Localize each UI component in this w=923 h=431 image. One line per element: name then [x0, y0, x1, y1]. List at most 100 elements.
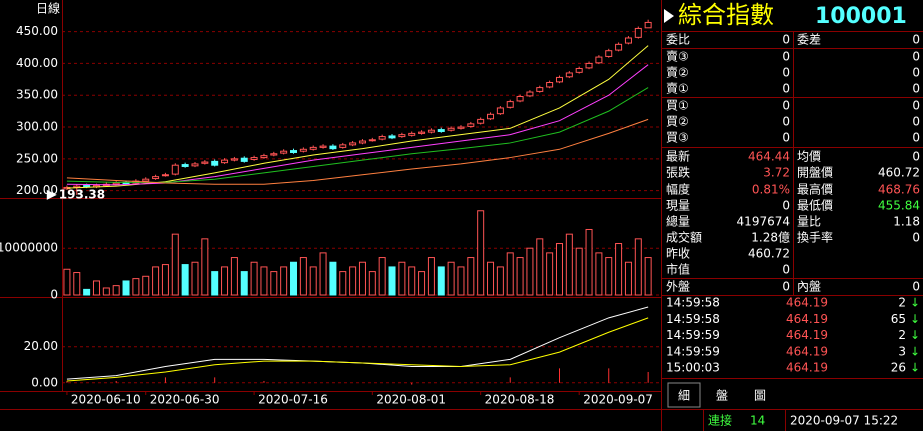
- tick-volume: 2: [898, 328, 906, 342]
- candle-body: [457, 126, 465, 129]
- tick-volume: 3: [898, 344, 906, 358]
- volume-bar: [161, 264, 169, 296]
- tick-direction: ↓: [910, 312, 920, 326]
- candle-body: [496, 107, 504, 115]
- tick-direction: ↓: [910, 344, 920, 358]
- volume-bar: [644, 257, 652, 296]
- volume-bar: [270, 271, 278, 296]
- y-tick-label: 300.00: [16, 120, 58, 134]
- quote-label: 買①: [666, 99, 689, 113]
- volume-bar: [437, 266, 445, 296]
- candle-body: [506, 101, 514, 108]
- panel-label: 日線: [36, 1, 60, 16]
- volume-bar: [299, 257, 307, 296]
- volume-bar: [398, 261, 406, 296]
- quote-value: 0.81%: [752, 183, 790, 197]
- candle-body: [230, 158, 238, 161]
- volume-bar: [418, 271, 426, 296]
- candle-body: [526, 91, 534, 97]
- quote-title: 綜合指數: [678, 1, 774, 29]
- quote-label: 賣①: [666, 81, 689, 96]
- volume-bar: [555, 243, 563, 296]
- candle-body: [368, 139, 376, 142]
- quote-code: 100001: [815, 4, 907, 29]
- quote-value: 0: [782, 131, 790, 145]
- tick-volume: 65: [891, 312, 906, 326]
- volume-bar: [122, 280, 130, 296]
- quote-value: 3.72: [763, 166, 790, 180]
- volume-bar: [388, 266, 396, 296]
- candle-body: [447, 127, 455, 131]
- quote-label: 市值: [666, 262, 690, 277]
- quote-label: 總量: [666, 214, 690, 229]
- title-arrow: [664, 9, 674, 23]
- candle-body: [211, 160, 219, 166]
- tab[interactable]: 圖: [754, 389, 766, 403]
- candle-body: [585, 62, 593, 69]
- quote-value: 0: [912, 131, 920, 145]
- y-tick-label: 350.00: [16, 88, 58, 102]
- candle-body: [487, 113, 495, 120]
- quote-value: 0: [782, 199, 790, 213]
- quote-value: 0: [782, 280, 790, 294]
- volume-bar: [201, 238, 209, 296]
- volume-bar: [280, 266, 288, 296]
- volume-bar: [378, 257, 386, 296]
- volume-bar: [349, 266, 357, 296]
- quote-label: 買②: [666, 115, 689, 129]
- tab[interactable]: 細: [678, 389, 690, 403]
- volume-bar: [546, 252, 554, 296]
- volume-bar: [487, 261, 495, 296]
- quote-value: 464.44: [748, 150, 790, 164]
- quote-label: 開盤價: [797, 166, 833, 180]
- tick-direction: ↓: [910, 328, 920, 342]
- quote-label: 委比: [666, 33, 690, 47]
- quote-value: 0: [782, 82, 790, 96]
- x-tick-label: 2020-08-01: [376, 393, 446, 407]
- volume-bar: [506, 252, 514, 296]
- volume-bar: [595, 252, 603, 296]
- volume-bar: [260, 266, 268, 296]
- volume-bar: [240, 271, 248, 296]
- candle-body: [83, 185, 91, 188]
- volume-bar: [132, 278, 140, 296]
- candle-body: [516, 96, 524, 102]
- volume-bar: [181, 264, 189, 296]
- status-count: 14: [750, 414, 765, 428]
- y-tick-label: 400.00: [16, 56, 58, 70]
- quote-value: 460.72: [878, 166, 920, 180]
- volume-bar: [408, 266, 416, 296]
- volume-bar: [526, 247, 534, 296]
- volume-bar: [358, 261, 366, 296]
- candle-body: [349, 142, 357, 146]
- volume-bar: [477, 210, 485, 296]
- candle-body: [329, 145, 337, 150]
- quote-value: 0: [912, 33, 920, 47]
- quote-value: 455.84: [878, 199, 920, 213]
- candle-body: [546, 82, 554, 88]
- tab[interactable]: 盤: [716, 389, 728, 403]
- candle-body: [290, 150, 298, 153]
- x-tick-label: 2020-06-10: [71, 393, 141, 407]
- quote-label: 最高價: [797, 182, 833, 197]
- quote-value: 1.28億: [751, 231, 790, 245]
- y-tick-label: 10000000: [0, 241, 58, 255]
- candle-body: [201, 161, 209, 164]
- volume-bar: [191, 261, 199, 296]
- quote-value: 1.18: [893, 215, 920, 229]
- tab-selected: [667, 382, 701, 408]
- candle-body: [161, 174, 169, 177]
- quote-value: 0: [912, 50, 920, 64]
- volume-bar: [624, 261, 632, 296]
- quote-value: 468.76: [878, 183, 920, 197]
- tick-price: 464.19: [786, 328, 828, 342]
- quote-label: 賣②: [666, 65, 689, 80]
- quote-label: 外盤: [666, 280, 690, 294]
- volume-bar: [329, 261, 337, 296]
- low-label: 193.38: [59, 187, 105, 201]
- candle-body: [536, 87, 544, 92]
- candle-body: [358, 140, 366, 144]
- tick-price: 464.19: [786, 296, 828, 310]
- quote-value: 0: [912, 66, 920, 80]
